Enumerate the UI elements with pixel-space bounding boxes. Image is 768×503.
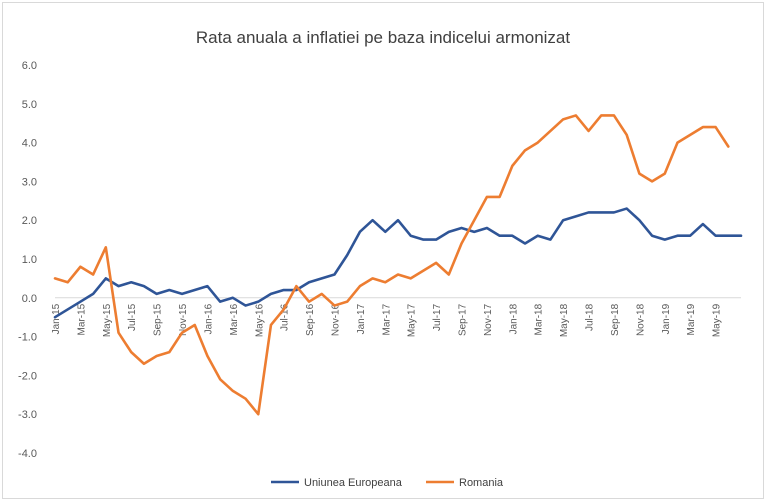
y-tick-label: -4.0 [18, 448, 37, 460]
x-tick-label: Jan-17 [356, 303, 367, 334]
x-tick-label: Jul-15 [127, 303, 138, 331]
x-tick-label: May-16 [254, 303, 265, 337]
y-tick-label: -2.0 [18, 370, 37, 382]
y-tick-label: 5.0 [22, 99, 37, 111]
series-line-uniunea-europeana [53, 207, 743, 319]
x-tick-label: Jan-19 [661, 303, 672, 334]
x-tick-label: Sep-15 [153, 303, 164, 336]
series-lines [53, 114, 743, 416]
chart-title: Rata anuala a inflatiei pe baza indicelu… [196, 28, 571, 47]
legend-label-uniunea-europeana: Uniunea Europeana [304, 477, 403, 489]
x-tick-label: Nov-17 [483, 303, 494, 336]
y-tick-label: 1.0 [22, 254, 37, 266]
x-tick-label: Mar-17 [381, 303, 392, 335]
x-tick-label: Sep-18 [610, 303, 621, 336]
x-tick-label: Jul-18 [585, 303, 596, 331]
y-tick-label: -3.0 [18, 409, 37, 421]
x-tick-label: Nov-15 [178, 303, 189, 336]
y-tick-label: 2.0 [22, 215, 37, 227]
x-tick-label: May-15 [102, 303, 113, 337]
x-tick-label: Sep-16 [305, 303, 316, 336]
y-axis-tick-labels: 6.0 5.0 4.0 3.0 2.0 1.0 0.0 -1.0 -2.0 -3.0 -4.0 [18, 60, 37, 460]
x-tick-label: Mar-15 [76, 303, 87, 335]
x-tick-label: May-19 [712, 303, 723, 337]
x-tick-label: Mar-18 [534, 303, 545, 335]
x-tick-label: Mar-19 [686, 303, 697, 335]
legend-label-romania: Romania [459, 477, 504, 489]
x-tick-label: Nov-16 [330, 303, 341, 336]
y-tick-label: 6.0 [22, 60, 37, 72]
line-chart: Rata anuala a inflatiei pe baza indicelu… [18, 28, 743, 489]
x-tick-label: Jul-16 [280, 303, 291, 331]
series-line-romania [53, 114, 730, 416]
x-tick-label: May-17 [407, 303, 418, 337]
x-tick-label: Jul-17 [432, 303, 443, 331]
legend: Uniunea Europeana Romania [271, 477, 504, 489]
x-tick-label: Jan-18 [508, 303, 519, 334]
x-tick-label: Nov-18 [635, 303, 646, 336]
x-tick-label: Sep-17 [458, 303, 469, 336]
y-tick-label: 3.0 [22, 176, 37, 188]
x-tick-label: Jan-16 [203, 303, 214, 334]
x-axis-tick-labels: Jan-15 Mar-15 May-15 Jul-15 Sep-15 Nov-15 Jan-… [51, 303, 723, 337]
y-tick-label: 4.0 [22, 138, 37, 150]
x-tick-label: Mar-16 [229, 303, 240, 335]
y-tick-label: -1.0 [18, 332, 37, 344]
y-tick-label: 0.0 [22, 293, 37, 305]
x-tick-label: May-18 [559, 303, 570, 337]
x-tick-label: Jan-15 [51, 303, 62, 334]
